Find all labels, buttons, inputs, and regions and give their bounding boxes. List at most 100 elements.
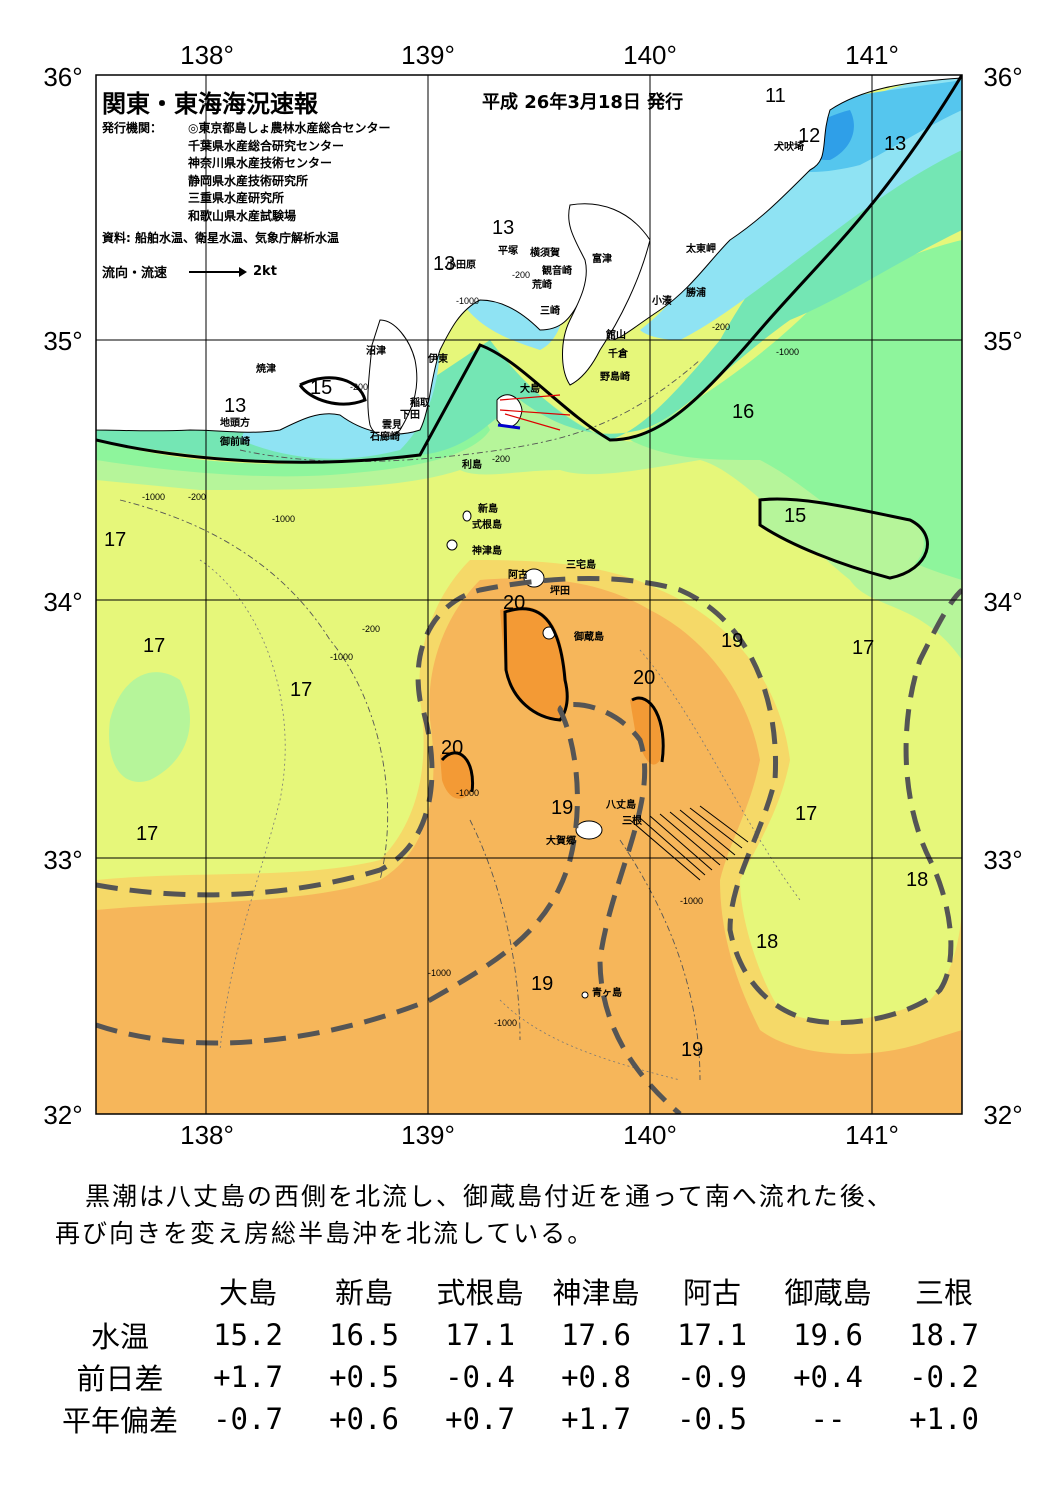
place-label: 式根島 bbox=[472, 518, 502, 531]
data-sources: 資料: 船舶水温、衛星水温、気象庁解析水温 bbox=[102, 231, 339, 245]
place-label: 館山 bbox=[605, 328, 626, 341]
band-19 bbox=[96, 578, 962, 1114]
isotherm-label: 12 bbox=[798, 125, 820, 147]
table-cell: -0.7 bbox=[213, 1402, 283, 1436]
issuer-item: 千葉県水産総合研究センター bbox=[188, 138, 345, 153]
column-header: 神津島 bbox=[552, 1276, 640, 1310]
table-row: 前日差 +1.7 +0.5 -0.4 +0.8 -0.9 +0.4 -0.2 bbox=[50, 1356, 1002, 1398]
place-label: 勝浦 bbox=[686, 286, 706, 299]
lat-label-36-left: 36° bbox=[43, 62, 83, 92]
depth-label: -1000 bbox=[680, 896, 703, 906]
depth-label: -1000 bbox=[776, 347, 799, 357]
isotherm-label: 16 bbox=[732, 401, 754, 423]
place-label: 沼津 bbox=[366, 344, 386, 357]
issuer-item: 静岡県水産技術研究所 bbox=[188, 173, 309, 188]
land-izu-peninsula bbox=[367, 319, 418, 437]
depth-label: -1000 bbox=[456, 296, 479, 306]
isotherm-label: 11 bbox=[765, 85, 786, 107]
isotherm-label-group: 11 12 13 13 13 13 15 16 15 17 17 17 17 1… bbox=[104, 85, 928, 1061]
isotherm-label: 15 bbox=[784, 505, 806, 527]
place-label: 野島崎 bbox=[600, 370, 630, 383]
issuer-block: 発行機関： ◎東京都島しょ農林水産総合センター 千葉県水産総合研究センター 神奈川… bbox=[102, 120, 390, 225]
lon-label-139-bottom: 139° bbox=[401, 1120, 455, 1150]
legend-label: 流向・流速 bbox=[102, 266, 168, 281]
place-label: 御前崎 bbox=[219, 435, 250, 448]
isotherm-label: 17 bbox=[104, 529, 126, 551]
table-row: 平年偏差 -0.7 +0.6 +0.7 +1.7 -0.5 -- +1.0 bbox=[50, 1398, 1002, 1440]
band-17-west-pocket bbox=[109, 672, 190, 782]
lat-label-34-left: 34° bbox=[43, 587, 83, 617]
table-row: 水温 15.2 16.5 17.1 17.6 17.1 19.6 18.7 bbox=[50, 1314, 1002, 1356]
issue-date: 平成 26年3月18日 発行 bbox=[482, 92, 684, 113]
depth-label: -200 bbox=[712, 322, 730, 332]
depth-contour-dotted-c bbox=[499, 999, 681, 1081]
table-cell: 17.1 bbox=[445, 1318, 515, 1352]
lon-label-141-bottom: 141° bbox=[845, 1120, 899, 1150]
issuer-item: ◎東京都島しょ農林水産総合センター bbox=[188, 121, 391, 135]
land-hachijo bbox=[575, 820, 603, 840]
depth-label: -1000 bbox=[330, 652, 353, 662]
isotherm-label: 19 bbox=[681, 1039, 703, 1061]
table-cell: -- bbox=[810, 1402, 846, 1436]
lat-label-35-left: 35° bbox=[43, 326, 83, 356]
place-label: 小湊 bbox=[651, 294, 673, 307]
table-cell: -0.2 bbox=[909, 1360, 979, 1394]
current-legend: 流向・流速 2kt bbox=[102, 262, 277, 281]
map-frame bbox=[95, 74, 963, 1115]
place-label: 太東岬 bbox=[685, 242, 716, 255]
table-cell: 19.6 bbox=[793, 1318, 863, 1352]
band-15-east bbox=[630, 240, 962, 580]
isotherm-label: 17 bbox=[143, 635, 165, 657]
column-header: 新島 bbox=[334, 1276, 393, 1310]
current-arrows-hachijo bbox=[629, 805, 749, 881]
table-cell: +1.7 bbox=[561, 1402, 631, 1436]
land-honshu bbox=[96, 75, 962, 435]
table-cell: -0.5 bbox=[677, 1402, 747, 1436]
isotherm-label: 13 bbox=[884, 133, 906, 155]
summary-line: 再び向きを変え房総半島沖を北流している。 bbox=[55, 1219, 595, 1248]
place-label: 地頭方 bbox=[220, 416, 250, 429]
lon-label-139-top: 139° bbox=[401, 40, 455, 70]
depth-label: -1000 bbox=[428, 968, 451, 978]
isotherm-label: 19 bbox=[721, 630, 743, 652]
land-niijima bbox=[462, 510, 472, 522]
isotherm-label: 19 bbox=[531, 973, 553, 995]
place-label: 大島 bbox=[520, 382, 540, 395]
row-label: 平年偏差 bbox=[61, 1404, 178, 1438]
depth-label: -200 bbox=[512, 270, 530, 280]
isotherm-label: 13 bbox=[224, 395, 246, 417]
place-label: 青ヶ島 bbox=[592, 986, 622, 999]
isotherm-20-a bbox=[503, 607, 569, 722]
table-cell: 15.2 bbox=[213, 1318, 283, 1352]
place-label: 雲見 bbox=[382, 419, 402, 431]
row-label: 前日差 bbox=[76, 1362, 164, 1396]
table-cell: +1.0 bbox=[909, 1402, 979, 1436]
place-label-group: 犬吠埼 富津 平塚 横須賀 観音崎 荒崎 三崎 館山 千倉 野島崎 小湊 勝浦 … bbox=[219, 140, 804, 999]
land-aogashima bbox=[581, 991, 589, 999]
isotherm-label: 17 bbox=[852, 637, 874, 659]
lon-label-138-top: 138° bbox=[180, 40, 234, 70]
summary-text: 黒潮は八丈島の西側を北流し、御蔵島付近を通って南へ流れた後、 再び向きを変え房総… bbox=[55, 1178, 894, 1252]
isotherm-15-izu bbox=[298, 376, 367, 406]
isotherm-15-east bbox=[758, 497, 929, 580]
depth-label: -200 bbox=[188, 492, 206, 502]
isotherm-label: 15 bbox=[310, 377, 332, 399]
depth-label: -1000 bbox=[142, 492, 165, 502]
lat-label-32-left: 32° bbox=[43, 1100, 83, 1130]
place-label: 観音崎 bbox=[542, 264, 572, 277]
table-cell: +0.4 bbox=[793, 1360, 863, 1394]
lon-label-140-bottom: 140° bbox=[623, 1120, 677, 1150]
oshima-marker bbox=[497, 423, 521, 430]
place-label: 三崎 bbox=[540, 304, 560, 317]
map-title: 関東・東海海況速報 bbox=[102, 90, 318, 118]
table-header-row: 大島 新島 式根島 神津島 阿古 御蔵島 三根 bbox=[50, 1268, 1002, 1314]
place-label: 新島 bbox=[478, 502, 498, 515]
isotherm-label: 13 bbox=[492, 217, 514, 239]
column-header: 式根島 bbox=[436, 1276, 524, 1310]
depth-label: -200 bbox=[350, 382, 368, 392]
table-cell: +0.8 bbox=[561, 1360, 631, 1394]
isotherm-label: 20 bbox=[441, 737, 463, 759]
band-20c bbox=[440, 749, 473, 799]
column-header: 御蔵島 bbox=[784, 1276, 872, 1310]
place-label: 千倉 bbox=[608, 347, 629, 360]
